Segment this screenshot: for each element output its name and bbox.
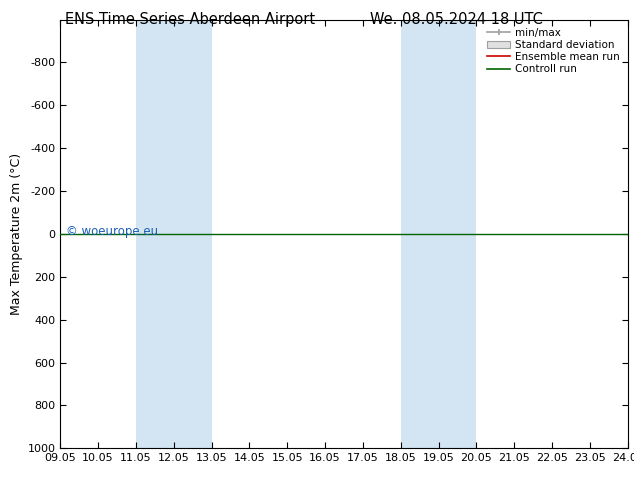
Y-axis label: Max Temperature 2m (°C): Max Temperature 2m (°C) (10, 153, 23, 315)
Bar (136, 20, 212, 448)
Legend: min/max, Standard deviation, Ensemble mean run, Controll run: min/max, Standard deviation, Ensemble me… (484, 25, 623, 77)
Text: ENS Time Series Aberdeen Airport: ENS Time Series Aberdeen Airport (65, 12, 315, 27)
Text: © woeurope.eu: © woeurope.eu (66, 225, 158, 238)
Text: We. 08.05.2024 18 UTC: We. 08.05.2024 18 UTC (370, 12, 543, 27)
Bar (401, 20, 476, 448)
